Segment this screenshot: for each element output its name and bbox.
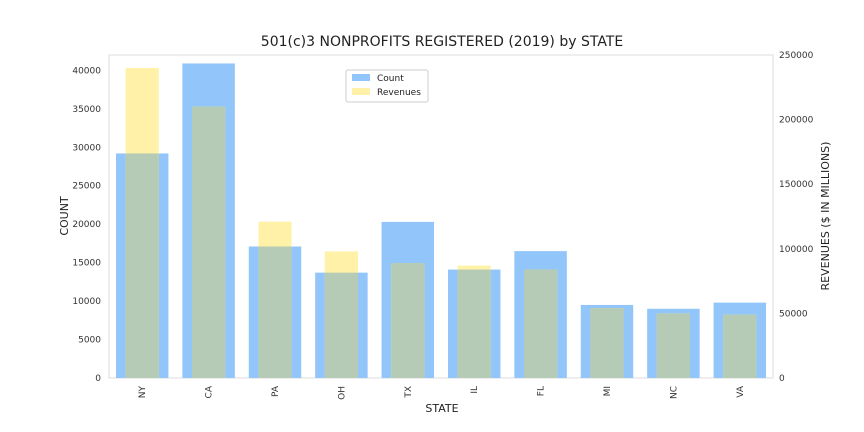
chart-title: 501(c)3 NONPROFITS REGISTERED (2019) by … [261,34,623,50]
bar-overlap-nc [656,313,690,378]
x-tick-label: IL [470,386,480,394]
y-tick-label: 15000 [72,259,101,269]
y-tick-label: 5000 [78,336,101,346]
bar-overlap-va [723,314,757,378]
overlap-bars [125,106,757,379]
y-tick-label: 20000 [72,220,101,230]
x-tick-label: OH [337,386,347,400]
y2-tick-label: 200000 [779,116,814,126]
y-tick-label: 35000 [72,105,101,115]
y2-tick-label: 50000 [779,309,808,319]
plot-area [108,54,774,379]
bar-overlap-ny [125,153,159,378]
bar-overlap-fl [524,269,558,378]
bar-overlap-mi [590,308,624,378]
x-tick-label: VA [736,385,746,398]
bar-overlap-ca [192,106,226,379]
y-tick-label: 0 [95,374,101,384]
y-tick-label: 25000 [72,182,101,192]
bar-overlap-il [457,269,491,378]
legend-label-count: Count [377,74,404,84]
x-tick-label: PA [271,385,281,397]
bar-overlap-pa [258,246,292,378]
y2-tick-label: 150000 [779,180,814,190]
y-tick-label: 40000 [72,66,101,76]
legend-swatch-revenues [352,88,370,95]
x-tick-label: MI [603,386,613,396]
right-axis-ticks: 0 50000 100000 150000 200000 250000 [779,51,814,384]
left-axis-ticks: 0 5000 10000 15000 20000 25000 30000 35000 40000 [72,66,101,384]
legend-swatch-count [352,74,370,81]
legend: Count Revenues [345,69,429,103]
y2-tick-label: 250000 [779,51,814,61]
x-tick-label: NY [138,386,148,399]
legend-label-revenues: Revenues [377,88,421,98]
y2-tick-label: 0 [779,374,785,384]
bar-overlap-tx [391,263,425,378]
x-tick-label: NC [669,386,679,399]
y2-axis-title: REVENUES ($ IN MILLIONS) [819,142,832,291]
x-axis-ticks: NY CA PA OH TX IL FL MI NC VA [138,385,746,400]
x-tick-label: CA [205,385,215,398]
bar-overlap-oh [324,272,358,378]
y2-tick-label: 100000 [779,245,814,255]
x-tick-label: FL [537,386,547,396]
x-axis-title: STATE [425,402,458,415]
y-tick-label: 30000 [72,143,101,153]
y-tick-label: 10000 [72,297,101,307]
y-axis-title: COUNT [58,196,71,236]
x-tick-label: TX [404,386,414,399]
